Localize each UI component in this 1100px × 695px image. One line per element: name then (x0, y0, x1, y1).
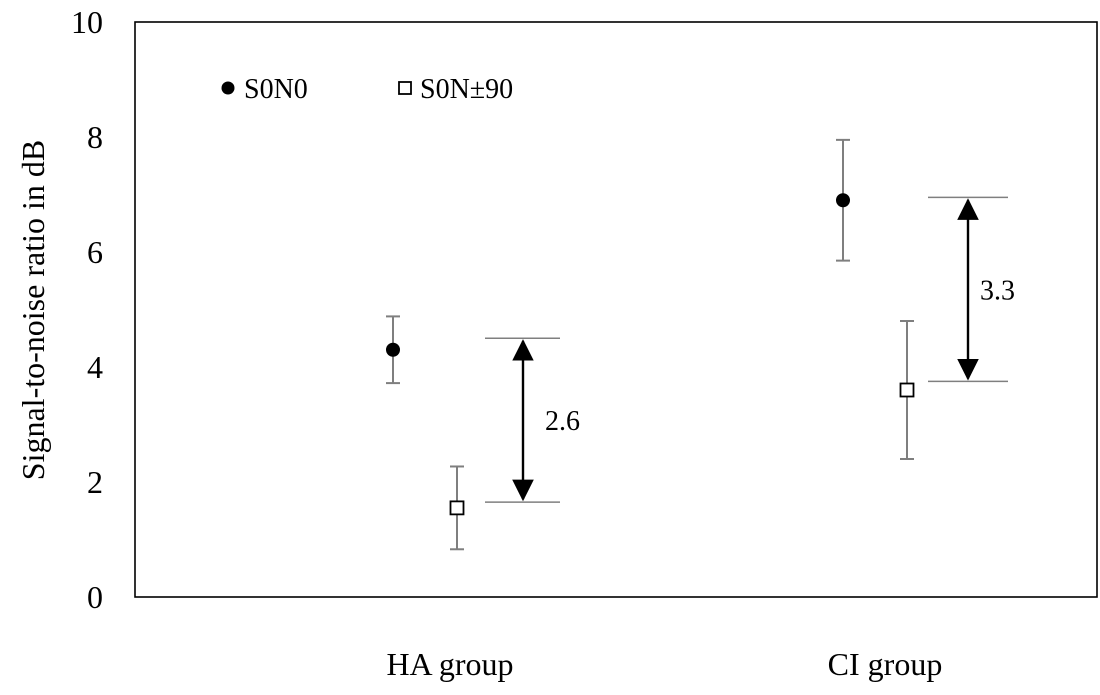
y-tick-label: 2 (87, 464, 103, 500)
x-axis: HA group CI group (386, 646, 942, 682)
legend-label: S0N0 (244, 74, 308, 105)
y-tick-label: 4 (87, 349, 103, 385)
y-tick-label: 10 (71, 4, 103, 40)
y-tick-label: 8 (87, 119, 103, 155)
y-tick-label: 0 (87, 579, 103, 615)
x-category-label: HA group (386, 646, 513, 682)
y-tick-label: 6 (87, 234, 103, 270)
plot-area-border (134, 21, 1098, 598)
legend-marker-square (398, 81, 412, 95)
difference-label: 2.6 (545, 406, 580, 437)
legend: S0N0 S0N±90 (221, 74, 513, 105)
data-point-s0n0 (836, 193, 850, 208)
difference-annotation: 2.6 (485, 337, 580, 503)
plot-frame (134, 21, 1098, 598)
data-point-s0n0 (386, 342, 400, 357)
difference-label: 3.3 (980, 275, 1015, 306)
data-point-s0n90 (899, 382, 915, 398)
error-bar-group (449, 465, 465, 551)
y-axis-title: Signal-to-noise ratio in dB (15, 140, 51, 480)
legend-item: S0N±90 (398, 74, 513, 105)
difference-annotation: 3.3 (928, 196, 1015, 383)
legend-item: S0N0 (221, 74, 308, 105)
data-point-s0n90 (449, 500, 465, 516)
error-bar-group (386, 315, 400, 385)
error-bar-group (899, 320, 915, 460)
y-axis: 0 2 4 6 8 10 (71, 4, 103, 615)
annotations: 2.6 3.3 (485, 196, 1015, 503)
legend-label: S0N±90 (420, 74, 513, 105)
error-bar-group (836, 138, 850, 262)
data-marks (386, 138, 915, 551)
legend-marker-circle (221, 81, 235, 95)
x-category-label: CI group (828, 646, 943, 682)
